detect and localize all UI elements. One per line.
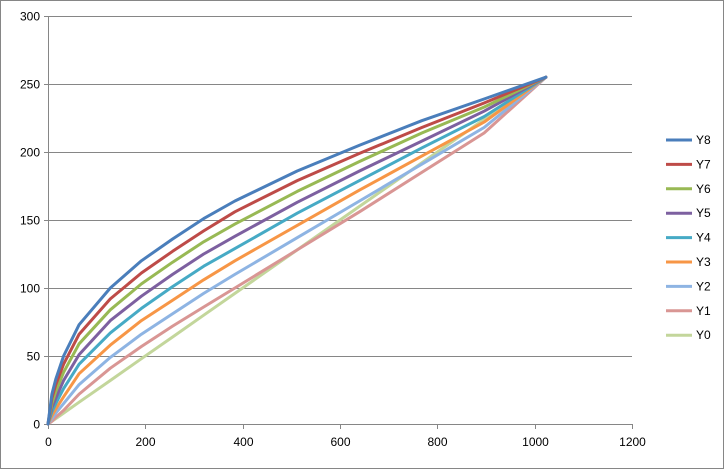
axes: 0 50 100 150 200 250 300 0 200 400 600 800 1000 1200	[20, 10, 646, 450]
legend-label-y1: Y1	[696, 304, 711, 318]
y-tick-label: 250	[20, 78, 40, 92]
series-line-y6	[46, 75, 548, 426]
x-tick-label: 600	[330, 435, 350, 449]
y-tick-label: 50	[27, 350, 41, 364]
x-tick-label: 0	[45, 435, 52, 449]
series-line-y3	[46, 75, 548, 426]
legend-label-y2: Y2	[696, 279, 711, 293]
legend-label-y8: Y8	[696, 133, 711, 147]
series-line-y5	[46, 75, 548, 426]
legend-label-y7: Y7	[696, 157, 711, 171]
y-tick-label: 0	[33, 418, 40, 432]
series-line-y8	[46, 75, 548, 426]
series-lines	[46, 75, 548, 426]
y-tick-label: 150	[20, 214, 40, 228]
gridlines	[48, 16, 632, 357]
x-tick-label: 1200	[619, 435, 646, 449]
legend-label-y5: Y5	[696, 206, 711, 220]
series-line-y2	[46, 75, 548, 426]
series-line-y4	[46, 75, 548, 426]
legend-label-y6: Y6	[696, 182, 711, 196]
y-tick-label: 100	[20, 282, 40, 296]
y-tick-label: 200	[20, 146, 40, 160]
x-tick-label: 1000	[522, 435, 549, 449]
series-line-y1	[46, 75, 548, 426]
x-tick-label: 200	[135, 435, 155, 449]
x-tick-label: 400	[233, 435, 253, 449]
y-tick-label: 300	[20, 10, 40, 24]
legend-label-y3: Y3	[696, 255, 711, 269]
legend-label-y0: Y0	[696, 328, 711, 342]
x-tick-label: 800	[427, 435, 447, 449]
legend-label-y4: Y4	[696, 231, 711, 245]
legend: Y8 Y7 Y6 Y5 Y4 Y3 Y2 Y1 Y0	[666, 133, 711, 342]
series-line-y7	[46, 75, 548, 426]
